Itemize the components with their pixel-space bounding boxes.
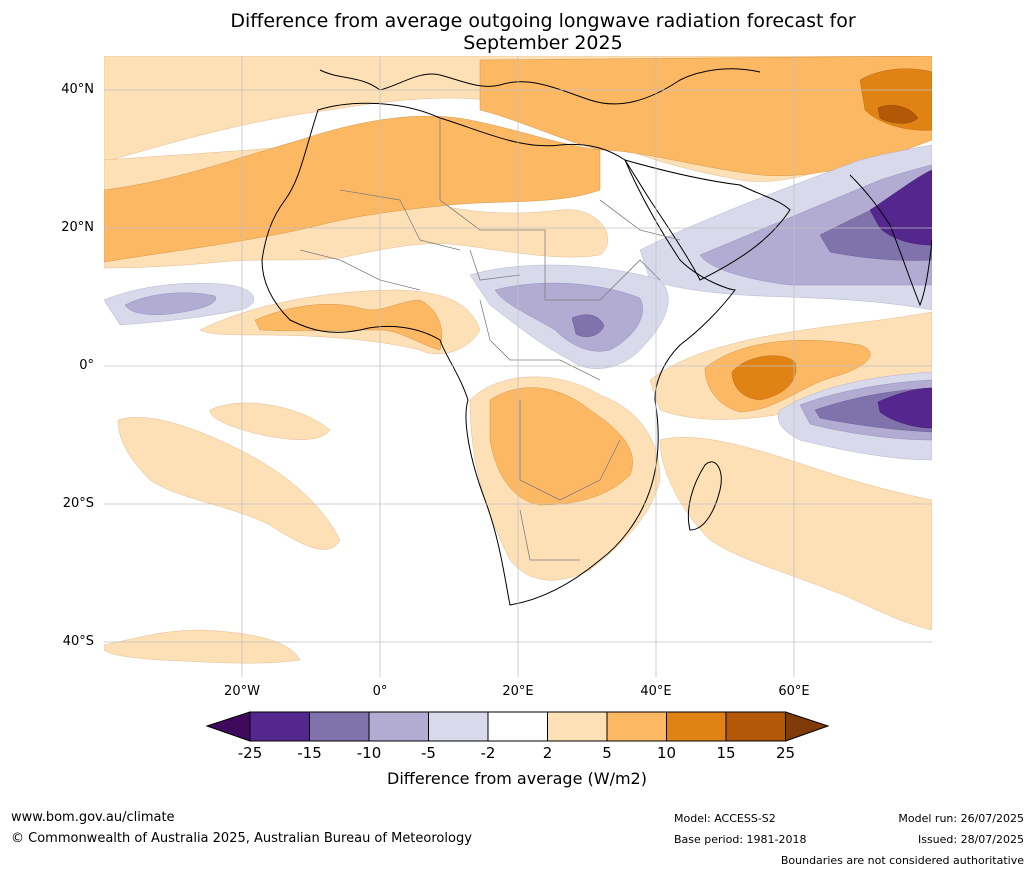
footer-copyright: © Commonwealth of Australia 2025, Austra…	[11, 831, 472, 846]
india-coastline	[849, 174, 932, 307]
anomaly-region-south-atlantic-patch	[209, 402, 331, 440]
colorbar-bin-1	[249, 711, 310, 742]
lat-label-40n: 40°N	[61, 82, 94, 97]
colorbar-bin-8	[666, 711, 727, 742]
anomaly-region-arabian-sea-dark-purple	[869, 169, 932, 246]
title-line-1: Difference from average outgoing longwav…	[230, 10, 856, 32]
colorbar-bin-4	[428, 711, 489, 742]
arabia-coastline	[623, 159, 791, 281]
colorbar-bin-9	[725, 711, 786, 742]
colorbar-bin-6	[547, 711, 608, 742]
anomaly-region-guinea-orange	[254, 299, 442, 351]
colorbar-bin-7	[606, 711, 667, 742]
colorbar-extend-low	[205, 711, 251, 742]
lat-label-20n: 20°N	[61, 220, 94, 235]
colorbar-tick-neg5: -5	[421, 744, 436, 762]
lon-label-20e: 20°E	[502, 684, 534, 699]
footer-disclaimer: Boundaries are not considered authoritat…	[780, 854, 1024, 867]
colorbar-bin-3	[368, 711, 429, 742]
map-gridlines	[104, 56, 932, 677]
colorbar-tick-neg2: -2	[480, 744, 496, 762]
footer-model: Model: ACCESS-S2	[674, 812, 776, 825]
madagascar-coastline	[687, 461, 722, 531]
lon-label-60e: 60°E	[778, 684, 810, 699]
lat-label-20s: 20°S	[62, 496, 94, 511]
anomaly-region-east-dark-orange	[877, 105, 919, 124]
colorbar-tick-neg15: -15	[297, 744, 322, 762]
footer-issued: Issued: 28/07/2025	[917, 833, 1024, 846]
colorbar-tick-2: 2	[542, 744, 553, 762]
anomaly-region-south-africa-orange	[489, 387, 633, 506]
anomaly-region-indian-ocean-dark-orange	[731, 355, 797, 401]
anomaly-region-orange-band-sahara	[104, 115, 601, 263]
footer-website[interactable]: www.bom.gov.au/climate	[11, 810, 175, 825]
anomaly-region-sw-light-orange	[104, 629, 301, 664]
anomaly-region-central-africa-mid-purple	[571, 314, 605, 337]
africa-coastline	[261, 102, 736, 606]
lon-label-40e: 40°E	[640, 684, 672, 699]
colorbar-tick-neg25: -25	[237, 744, 263, 762]
colorbar-tick-15: 15	[716, 744, 736, 762]
title-line-2: September 2025	[463, 32, 623, 54]
colorbar-tick-neg10: -10	[356, 744, 382, 762]
lon-label-0: 0°	[372, 684, 388, 699]
anomaly-region-south-atlantic-light-orange	[117, 417, 341, 550]
country-borders	[299, 118, 681, 561]
footer-model-run: Model run: 26/07/2025	[898, 812, 1024, 825]
colorbar-tick-5: 5	[602, 744, 612, 762]
colorbar-tick-25: 25	[775, 744, 796, 762]
lat-label-0: 0°	[79, 358, 94, 373]
colorbar-label: Difference from average (W/m2)	[387, 769, 647, 788]
anomaly-region-southern-ocean-light-orange	[659, 437, 932, 631]
colorbar-bin-5	[487, 711, 548, 742]
footer-base-period: Base period: 1981-2018	[674, 833, 807, 846]
anomaly-region-west-purple	[124, 292, 216, 315]
lat-label-40s: 40°S	[62, 634, 94, 649]
map-title: Difference from average outgoing longwav…	[104, 10, 982, 54]
colorbar-bin-2	[309, 711, 370, 742]
anomaly-region-se-dark-purple	[877, 387, 932, 429]
anomaly-region-central-africa-purple	[494, 282, 643, 352]
colorbar-tick-10: 10	[656, 744, 677, 762]
colorbar-extend-high	[785, 711, 830, 742]
lon-label-20w: 20°W	[224, 684, 260, 699]
